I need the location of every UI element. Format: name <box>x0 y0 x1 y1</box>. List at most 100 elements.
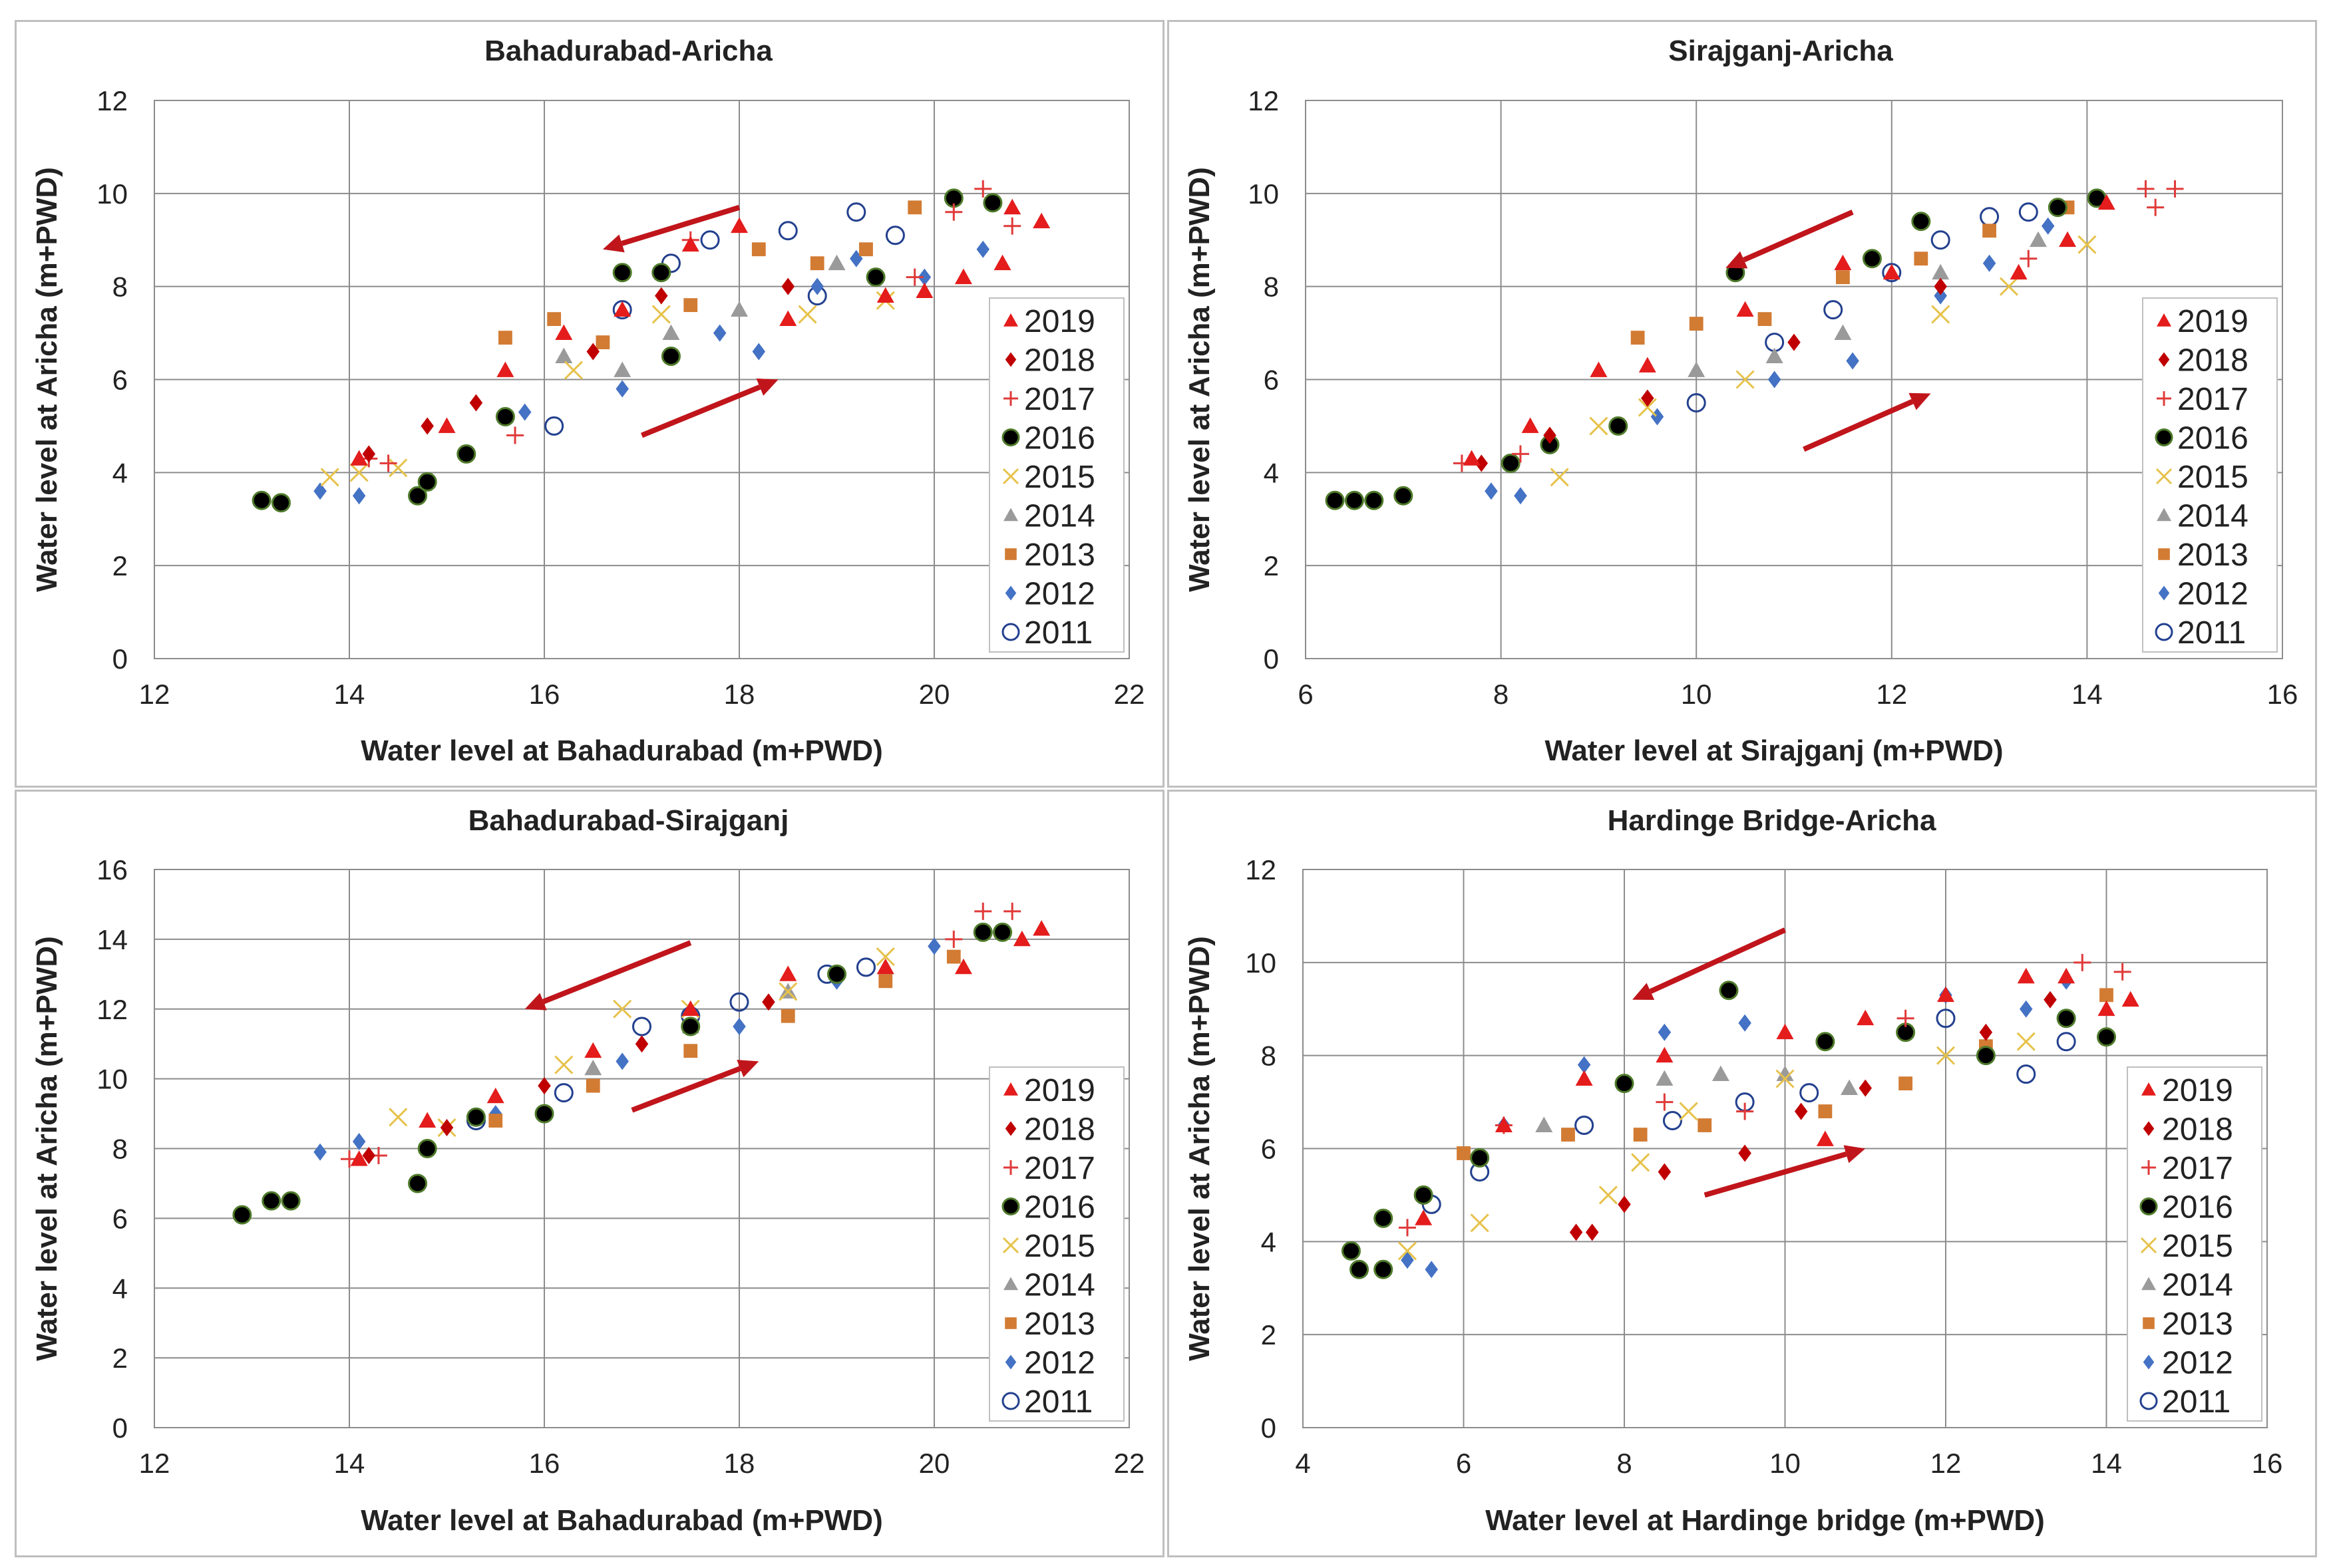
data-point-2019 <box>1937 986 1954 1003</box>
y-tick-label: 12 <box>96 994 128 1025</box>
data-point-2011 <box>729 992 749 1012</box>
data-point-2018 <box>655 287 668 305</box>
data-point-2012 <box>1425 1261 1438 1279</box>
series-2014 <box>1535 1065 1859 1132</box>
data-point-2018 <box>362 1146 376 1164</box>
data-point-2015 <box>1598 1185 1618 1205</box>
arrow-shaft <box>1803 398 1914 452</box>
data-point-2017 <box>2020 249 2038 267</box>
data-point-2013 <box>1818 1104 1833 1118</box>
data-point-2019 <box>2097 1000 2115 1017</box>
data-point-2019 <box>2121 991 2139 1007</box>
data-point-2015 <box>1631 1153 1650 1172</box>
data-point-2017 <box>945 203 963 221</box>
data-point-2018 <box>1859 1079 1872 1097</box>
data-point-2011 <box>1662 1111 1682 1131</box>
arrow-head <box>1725 251 1748 269</box>
series-2013 <box>498 200 922 349</box>
legend-label: 2016 <box>1024 1190 1095 1225</box>
scatter-chart: Sirajganj-Aricha 6 8 10 12 14 16 0 2 4 6 8 10 12 Water… <box>1183 35 2298 767</box>
legend-label: 2018 <box>1024 343 1095 379</box>
legend-label: 2014 <box>1024 499 1095 534</box>
data-point-2015 <box>564 361 584 380</box>
data-point-2014 <box>1932 263 1950 280</box>
legend-label: 2018 <box>1024 1112 1095 1148</box>
series-2019 <box>1463 194 2115 466</box>
data-point-2018 <box>1794 1102 1808 1120</box>
data-point-2019 <box>1495 1116 1513 1132</box>
arrow-shaft <box>1743 210 1854 263</box>
data-point-2016 <box>1373 1208 1393 1228</box>
data-point-2015 <box>876 947 895 967</box>
data-point-2018 <box>1475 454 1488 472</box>
data-point-2018 <box>1787 333 1801 351</box>
series-2017 <box>341 902 1021 1168</box>
series-2017 <box>1453 180 2184 472</box>
data-point-2011 <box>554 1083 574 1103</box>
legend-marker-2016 <box>1001 428 1020 446</box>
data-point-2012 <box>1982 254 1996 272</box>
data-point-2016 <box>2097 1027 2116 1047</box>
data-point-2016 <box>1608 416 1628 436</box>
data-point-2017 <box>1736 1102 1754 1120</box>
legend-marker-2012 <box>1005 585 1017 601</box>
data-point-2019 <box>1003 198 1021 215</box>
data-point-2019 <box>1857 1009 1875 1026</box>
data-point-2013 <box>586 1078 600 1093</box>
data-points <box>252 180 1051 513</box>
data-point-2019 <box>555 324 573 340</box>
data-point-2014 <box>1841 1079 1859 1096</box>
data-point-2012 <box>918 268 932 286</box>
data-point-2017 <box>906 268 924 286</box>
data-point-2012 <box>928 937 941 955</box>
data-point-2015 <box>1931 305 1950 324</box>
data-point-2015 <box>320 468 339 487</box>
y-tick-label: 12 <box>1248 85 1279 116</box>
data-point-2014 <box>555 347 573 363</box>
x-tick-label: 12 <box>139 679 170 710</box>
data-point-2014 <box>584 1059 602 1076</box>
data-point-2013 <box>1457 1146 1471 1160</box>
data-point-2012 <box>1577 1056 1591 1074</box>
data-point-2017 <box>2147 198 2165 216</box>
x-tick-label: 6 <box>1456 1448 1471 1479</box>
data-point-2012 <box>1658 1023 1672 1041</box>
trend-arrow <box>1803 392 1931 452</box>
data-point-2013 <box>878 974 893 989</box>
data-point-2012 <box>733 1017 746 1035</box>
legend-label: 2013 <box>1024 538 1095 573</box>
legend-marker-2017 <box>2141 1160 2156 1175</box>
data-point-2015 <box>1679 1102 1698 1121</box>
legend-marker-2013 <box>2143 1317 2155 1329</box>
data-point-2016 <box>456 444 476 464</box>
data-point-2019 <box>1575 1070 1593 1086</box>
x-tick-label: 22 <box>1114 1448 1145 1479</box>
data-point-2017 <box>974 180 992 198</box>
data-point-2016 <box>1911 212 1931 232</box>
y-tick-label: 4 <box>1261 1226 1276 1257</box>
series-2014 <box>555 254 846 377</box>
data-point-2014 <box>1765 347 1783 363</box>
data-point-2011 <box>1799 1083 1819 1103</box>
legend-label: 2011 <box>2162 1384 2231 1420</box>
data-point-2019 <box>1463 450 1481 466</box>
data-point-2016 <box>1325 490 1345 510</box>
data-point-2017 <box>2166 180 2184 198</box>
data-point-2015 <box>2077 235 2097 254</box>
data-point-2017 <box>1003 902 1021 920</box>
data-point-2016 <box>466 1107 486 1127</box>
y-axis-label: Water level at Aricha (m+PWD) <box>1183 167 1216 592</box>
data-point-2016 <box>866 267 886 287</box>
data-point-2016 <box>661 347 681 367</box>
y-axis-label: Water level at Aricha (m+PWD) <box>31 936 63 1361</box>
data-point-2017 <box>1003 217 1021 235</box>
data-point-2019 <box>1013 930 1031 947</box>
x-tick-label: 16 <box>2267 679 2298 710</box>
legend-label: 2016 <box>2177 421 2248 456</box>
legend-label: 2015 <box>1024 1229 1095 1264</box>
data-point-2019 <box>486 1087 504 1104</box>
arrow-shaft <box>631 1066 741 1113</box>
arrow-head <box>602 234 625 253</box>
data-point-2019 <box>1656 1046 1674 1063</box>
trend-arrow <box>602 204 741 253</box>
